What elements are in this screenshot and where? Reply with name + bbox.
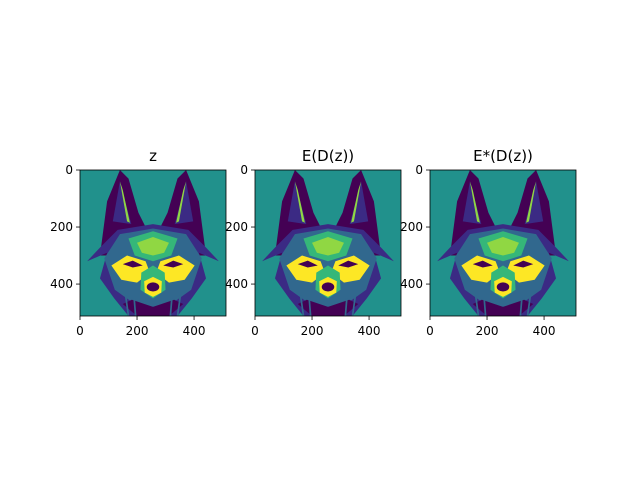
heatmap-image xyxy=(255,170,401,316)
x-tick-label: 400 xyxy=(533,324,556,338)
panel-title: z xyxy=(149,147,157,165)
panel-3: E*(D(z)) 0 200 400 0 200 400 xyxy=(400,147,577,338)
x-tick-label: 400 xyxy=(358,324,381,338)
panel-1: z 0 200 400 0 200 400 xyxy=(50,147,227,338)
heatmap-image xyxy=(80,170,226,316)
x-tick-label: 400 xyxy=(183,324,206,338)
y-tick-label: 200 xyxy=(225,220,248,234)
x-tick-label: 200 xyxy=(301,324,324,338)
panel-title: E(D(z)) xyxy=(302,147,354,165)
x-tick-label: 200 xyxy=(476,324,499,338)
y-tick-label: 0 xyxy=(65,163,73,177)
x-tick-label: 200 xyxy=(126,324,149,338)
y-tick-label: 400 xyxy=(50,277,73,291)
heatmap-image xyxy=(430,170,576,316)
axes-frame xyxy=(79,169,227,317)
y-tick-label: 400 xyxy=(400,277,423,291)
panel-2: E(D(z)) 0 200 400 0 200 400 xyxy=(225,147,402,338)
x-tick-label: 0 xyxy=(251,324,259,338)
y-tick-label: 0 xyxy=(415,163,423,177)
axes-frame xyxy=(254,169,402,317)
x-tick-label: 0 xyxy=(426,324,434,338)
y-tick-label: 200 xyxy=(400,220,423,234)
axes-frame xyxy=(429,169,577,317)
y-tick-label: 0 xyxy=(240,163,248,177)
panel-title: E*(D(z)) xyxy=(473,147,533,165)
y-tick-label: 200 xyxy=(50,220,73,234)
y-tick-label: 400 xyxy=(225,277,248,291)
x-tick-label: 0 xyxy=(76,324,84,338)
